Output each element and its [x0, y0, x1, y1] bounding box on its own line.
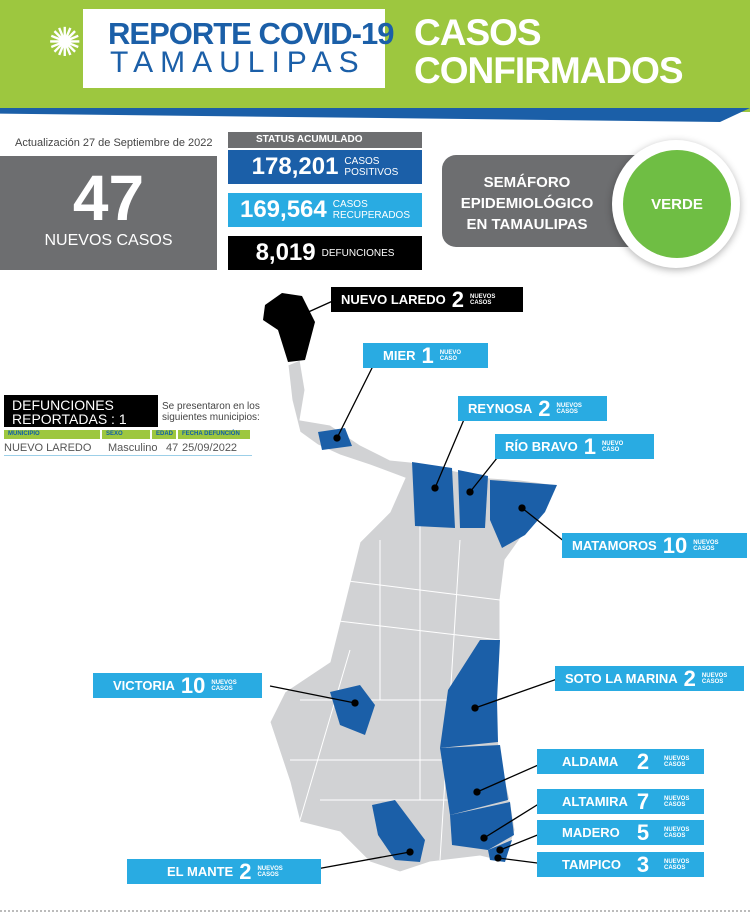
cell-edad: 47 — [166, 442, 179, 454]
label-victoria: VICTORIA 10 NUEVOS CASOS — [93, 673, 262, 698]
col-municipio: MUNICIPIO — [4, 430, 100, 439]
region-soto-la-marina — [440, 640, 500, 748]
region-rio-bravo — [458, 470, 488, 528]
semaforo-status: VERDE — [623, 150, 731, 258]
label-soto-la-marina: SOTO LA MARINA 2 NUEVOS CASOS — [555, 666, 744, 691]
new-cases-label: NUEVOS CASOS — [44, 232, 173, 249]
col-sexo: SEXO — [102, 430, 150, 439]
label-madero: MADERO 5 NUEVOS CASOS — [537, 820, 704, 845]
label-aldama: ALDAMA 2 NUEVOS CASOS — [537, 749, 704, 774]
logo-box — [83, 9, 385, 88]
label-nuevo-laredo: NUEVO LAREDO 2 NUEVOS CASOS — [331, 287, 523, 312]
region-matamoros — [490, 480, 557, 548]
deaths-value: 8,019 — [255, 239, 316, 266]
label-reynosa: REYNOSA 2 NUEVOS CASOS — [458, 396, 607, 421]
region-reynosa — [412, 462, 455, 528]
label-matamoros: MATAMOROS 10 NUEVOS CASOS — [562, 533, 747, 558]
update-date: Actualización 27 de Septiembre de 2022 — [15, 137, 213, 149]
deaths-label: DEFUNCIONES — [321, 247, 395, 259]
recovered-box: 169,564 CASOS RECUPERADOS — [228, 193, 422, 227]
positives-label: CASOS POSITIVOS — [344, 156, 399, 178]
title-line1: CASOS — [414, 12, 542, 53]
logo-title: REPORTE COVID-19 — [108, 16, 394, 51]
label-rio-bravo: RÍO BRAVO 1 NUEVO CASO — [495, 434, 654, 459]
cell-fecha: 25/09/2022 — [182, 442, 238, 454]
col-edad: EDAD — [152, 430, 176, 439]
positives-value: 178,201 — [251, 153, 339, 180]
logo-subtitle: TAMAULIPAS — [110, 46, 366, 79]
recovered-label: CASOS RECUPERADOS — [332, 199, 410, 221]
deaths-table-header: MUNICIPIO SEXO EDAD FECHA DEFUNCIÓN — [4, 430, 252, 439]
label-mier: MIER 1 NUEVO CASO — [363, 343, 488, 368]
semaforo-title: SEMÁFORO EPIDEMIOLÓGICO EN TAMAULIPAS — [460, 174, 594, 233]
status-header: STATUS ACUMULADO — [228, 132, 422, 148]
label-el-mante: EL MANTE 2 NUEVOS CASOS — [127, 859, 321, 884]
new-cases-value: 47 — [72, 162, 145, 234]
region-victoria — [330, 685, 375, 735]
label-altamira: ALTAMIRA 7 NUEVOS CASOS — [537, 789, 704, 814]
recovered-value: 169,564 — [239, 196, 327, 223]
col-fecha: FECHA DEFUNCIÓN — [178, 430, 250, 439]
positives-box: 178,201 CASOS POSITIVOS — [228, 150, 422, 184]
deaths-reported-title: DEFUNCIONES REPORTADAS : 1 — [4, 395, 158, 427]
region-altamira — [450, 802, 514, 850]
deaths-box: 8,019 DEFUNCIONES — [228, 236, 422, 270]
cell-municipio: NUEVO LAREDO — [4, 442, 92, 454]
region-el-mante — [372, 800, 425, 862]
footer-divider — [0, 910, 750, 912]
cell-sexo: Masculino — [108, 442, 158, 454]
region-aldama — [440, 745, 508, 815]
new-cases-box: 47 NUEVOS CASOS — [0, 156, 217, 270]
title-line2: CONFIRMADOS — [414, 50, 684, 91]
virus-icon: ✺ — [48, 21, 82, 65]
page-title: CASOS CONFIRMADOS — [414, 12, 684, 91]
deaths-reported-note: Se presentaron en los siguientes municipi… — [162, 401, 260, 423]
region-nuevo-laredo — [263, 293, 315, 362]
table-row: NUEVO LAREDO Masculino 47 25/09/2022 — [4, 442, 252, 456]
label-tampico: TAMPICO 3 NUEVOS CASOS — [537, 852, 704, 877]
